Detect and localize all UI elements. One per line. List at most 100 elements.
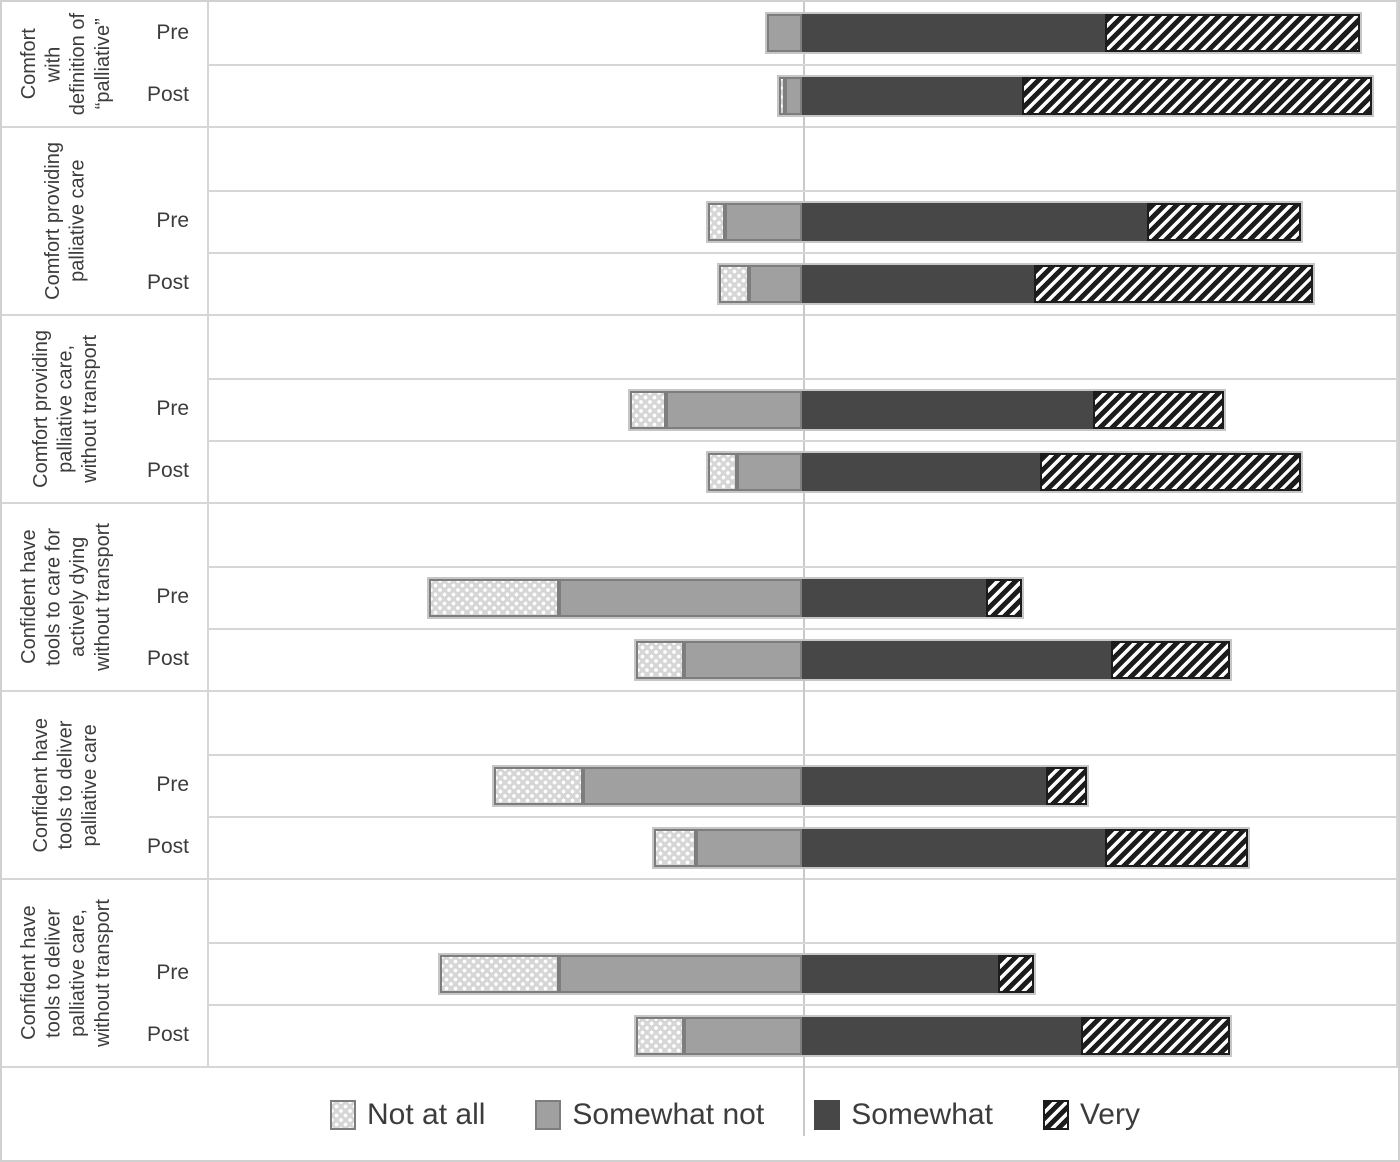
bar-row xyxy=(209,252,1396,314)
row-label-column: Pre Post xyxy=(130,316,207,502)
bar-segment-somewhat_not xyxy=(559,579,803,617)
spacer-row xyxy=(209,692,1396,754)
stacked-bar-pre xyxy=(493,767,1088,805)
category-label: Comfort with definition of “palliative” xyxy=(17,12,114,116)
legend-label: Very xyxy=(1079,1098,1140,1131)
bar-row xyxy=(209,942,1396,1004)
legend-swatch-somewhat-icon xyxy=(814,1100,841,1130)
bar-segment-somewhat xyxy=(802,203,1147,241)
bar-segment-not_at_all xyxy=(440,955,560,993)
bar-segment-somewhat_not xyxy=(665,391,803,429)
bar-segment-not_at_all xyxy=(636,641,684,679)
row-label: Pre xyxy=(156,397,189,420)
legend-item-very: Very xyxy=(1042,1098,1140,1132)
group-plot-column xyxy=(207,504,1398,690)
bar-row xyxy=(209,378,1396,440)
bar-row xyxy=(209,440,1396,502)
stacked-bar-pre xyxy=(630,391,1224,429)
category-group: Comfort with definition of “palliative” P… xyxy=(2,2,1398,126)
bar-segment-very xyxy=(1045,767,1088,805)
bar-segment-not_at_all xyxy=(707,203,726,241)
bar-row xyxy=(209,754,1396,816)
bar-segment-very xyxy=(1111,641,1230,679)
bar-segment-very xyxy=(1146,203,1301,241)
row-label: Post xyxy=(146,83,189,106)
category-label-cell: Confident have tools to deliver palliati… xyxy=(2,692,130,878)
spacer-row-label xyxy=(130,504,207,566)
bar-segment-somewhat_not xyxy=(737,453,803,491)
legend-label: Somewhat not xyxy=(572,1098,765,1131)
group-plot-column xyxy=(207,316,1398,502)
bar-segment-somewhat_not xyxy=(725,203,803,241)
bar-segment-not_at_all xyxy=(493,767,583,805)
bar-segment-somewhat_not xyxy=(582,767,803,805)
bar-segment-not_at_all xyxy=(630,391,666,429)
category-label-cell: Comfort providing palliative care xyxy=(2,128,130,314)
row-label-column: Pre Post xyxy=(130,128,207,314)
bar-row xyxy=(209,190,1396,252)
bar-segment-not_at_all xyxy=(654,829,696,867)
stacked-bar-post xyxy=(636,1017,1230,1055)
group-plot-column xyxy=(207,692,1398,878)
bar-segment-somewhat xyxy=(802,77,1023,115)
row-label: Pre xyxy=(156,209,189,232)
category-label-cell: Confident have tools to care for activel… xyxy=(2,504,130,690)
center-axis-line xyxy=(803,2,805,1136)
chart-legend: Not at all Somewhat not Somewhat Very xyxy=(2,1066,1398,1160)
bar-segment-somewhat_not xyxy=(683,1017,803,1055)
legend-swatch-not_at_all-icon xyxy=(330,1100,357,1130)
bar-row xyxy=(209,1004,1396,1066)
bar-segment-somewhat_not xyxy=(766,14,803,52)
bar-segment-somewhat xyxy=(802,829,1106,867)
legend-item-somewhat_not: Somewhat not xyxy=(535,1098,764,1132)
row-label-column: Pre Post xyxy=(130,504,207,690)
stacked-bar-post xyxy=(707,453,1302,491)
row-label-column: Pre Post xyxy=(130,2,207,126)
bar-segment-very xyxy=(1105,829,1248,867)
bar-segment-somewhat_not xyxy=(683,641,803,679)
stacked-bar-pre xyxy=(766,14,1361,52)
bar-row xyxy=(209,566,1396,628)
bar-row xyxy=(209,628,1396,690)
spacer-row xyxy=(209,128,1396,190)
bar-segment-very xyxy=(1081,1017,1230,1055)
spacer-row-label xyxy=(130,692,207,754)
bar-row xyxy=(209,816,1396,878)
bar-segment-very xyxy=(1093,391,1224,429)
bar-segment-somewhat xyxy=(802,767,1046,805)
category-label-cell: Comfort providing palliative care, witho… xyxy=(2,316,130,502)
category-label: Comfort providing palliative care xyxy=(42,142,89,300)
bar-segment-very xyxy=(1033,265,1313,303)
legend-swatch-somewhat_not-icon xyxy=(535,1100,562,1130)
spacer-row xyxy=(209,880,1396,942)
bar-segment-not_at_all xyxy=(707,453,738,491)
spacer-row-label xyxy=(130,316,207,378)
bar-segment-very xyxy=(1022,77,1373,115)
row-label: Pre xyxy=(156,961,189,984)
row-label: Pre xyxy=(156,585,189,608)
stacked-bar-pre xyxy=(428,579,1023,617)
group-plot-column xyxy=(207,880,1398,1066)
bar-segment-somewhat xyxy=(802,265,1034,303)
bar-row xyxy=(209,64,1396,126)
bar-segment-not_at_all xyxy=(636,1017,684,1055)
row-label: Post xyxy=(146,271,189,294)
stacked-bar-post xyxy=(636,641,1230,679)
category-group: Confident have tools to deliver palliati… xyxy=(2,690,1398,878)
category-group: Comfort providing palliative care Pre Post xyxy=(2,126,1398,314)
bar-segment-not_at_all xyxy=(778,77,785,115)
bar-segment-very xyxy=(1039,453,1301,491)
stacked-bar-pre xyxy=(440,955,1034,993)
bar-segment-somewhat xyxy=(802,579,987,617)
bar-segment-somewhat xyxy=(802,391,1094,429)
bar-segment-somewhat xyxy=(802,453,1040,491)
stacked-bar-post xyxy=(719,265,1313,303)
category-group: Confident have tools to deliver palliati… xyxy=(2,878,1398,1066)
row-label: Pre xyxy=(156,21,189,44)
row-label: Post xyxy=(146,835,189,858)
category-label: Confident have tools to care for activel… xyxy=(17,523,114,671)
bar-segment-very xyxy=(998,955,1034,993)
bar-segment-somewhat xyxy=(802,641,1112,679)
legend-item-somewhat: Somewhat xyxy=(814,1098,993,1132)
